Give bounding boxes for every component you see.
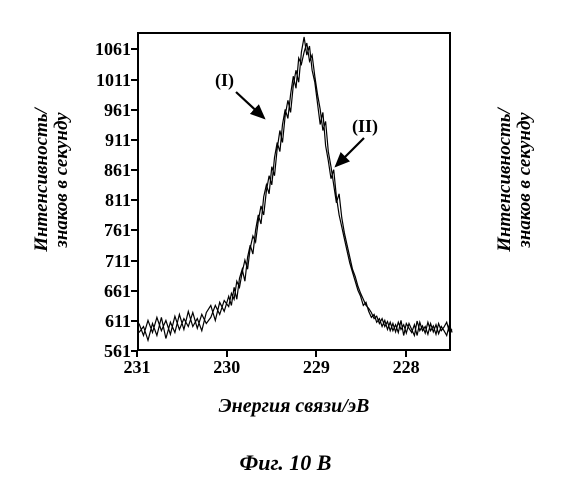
y-tick-label: 911 xyxy=(85,130,131,151)
y-tick-label: 961 xyxy=(85,100,131,121)
y-tick-mark xyxy=(131,79,137,81)
series-I xyxy=(139,37,452,340)
y-tick-mark xyxy=(131,320,137,322)
y-tick-mark xyxy=(131,229,137,231)
x-tick-mark xyxy=(315,351,317,357)
series-II xyxy=(139,43,452,336)
y-tick-mark xyxy=(131,48,137,50)
x-tick-label: 228 xyxy=(382,357,430,378)
y-tick-mark xyxy=(131,290,137,292)
plot-area xyxy=(137,32,451,351)
y-tick-label: 1011 xyxy=(85,70,131,91)
figure-10b: Интенсивность/ знаков в секунду Интенсив… xyxy=(0,0,571,500)
x-axis-label: Энергия связи/эВ xyxy=(137,395,451,418)
x-tick-mark xyxy=(136,351,138,357)
y-tick-mark xyxy=(131,199,137,201)
x-tick-mark xyxy=(226,351,228,357)
figure-caption: Фиг. 10 В xyxy=(0,450,571,476)
y-tick-label: 761 xyxy=(85,220,131,241)
y-tick-label: 1061 xyxy=(85,39,131,60)
y-tick-mark xyxy=(131,139,137,141)
y-tick-label: 861 xyxy=(85,160,131,181)
y-tick-mark xyxy=(131,109,137,111)
x-tick-label: 230 xyxy=(203,357,251,378)
y-tick-label: 811 xyxy=(85,190,131,211)
y-tick-label: 661 xyxy=(85,281,131,302)
y-tick-mark xyxy=(131,260,137,262)
chart-lines xyxy=(139,34,453,353)
x-tick-label: 229 xyxy=(292,357,340,378)
y-tick-label: 711 xyxy=(85,251,131,272)
y-axis-label-right: Интенсивность/ знаков в секунду xyxy=(495,40,535,320)
x-tick-mark xyxy=(405,351,407,357)
y-axis-label-left: Интенсивность/ знаков в секунду xyxy=(32,40,72,320)
y-tick-label: 611 xyxy=(85,311,131,332)
arrow-I-icon xyxy=(232,88,272,124)
y-tick-mark xyxy=(131,169,137,171)
arrow-II-icon xyxy=(330,134,370,172)
x-tick-label: 231 xyxy=(113,357,161,378)
